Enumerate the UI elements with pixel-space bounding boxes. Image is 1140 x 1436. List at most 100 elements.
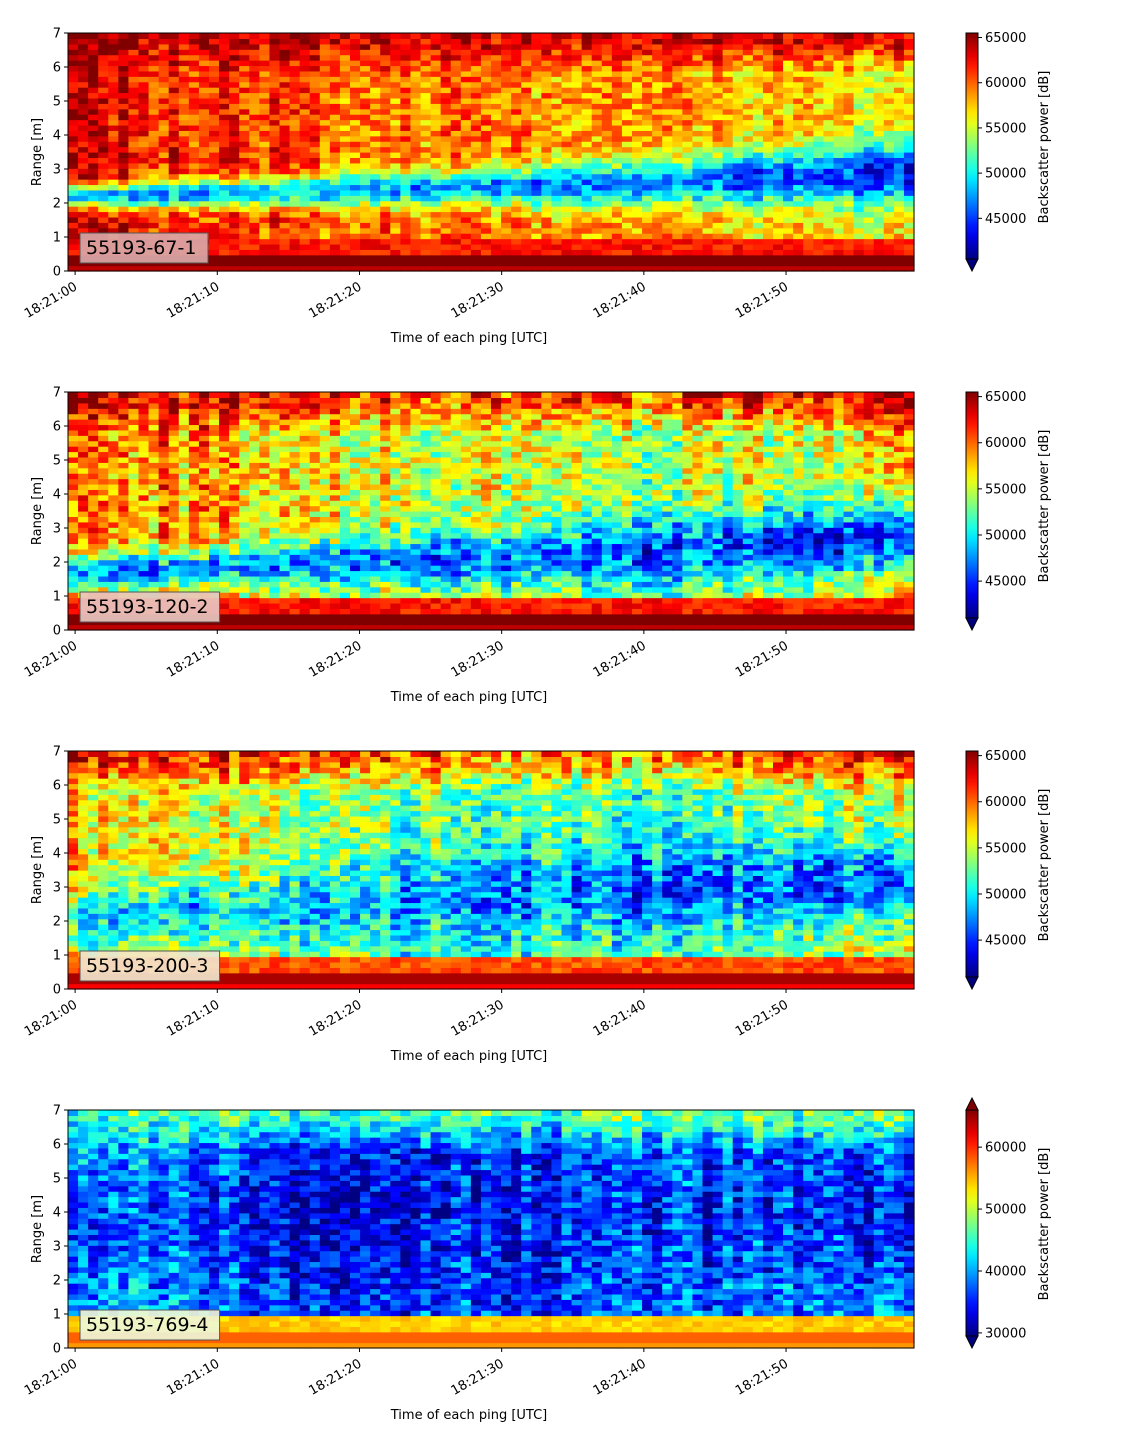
heatmap-cell bbox=[863, 211, 875, 218]
heatmap-cell bbox=[178, 473, 190, 480]
heatmap-cell bbox=[88, 211, 99, 218]
heatmap-cell bbox=[390, 249, 401, 256]
heatmap-cell bbox=[642, 157, 653, 164]
heatmap-cell bbox=[793, 146, 804, 153]
heatmap-cell bbox=[440, 97, 452, 104]
heatmap-cell bbox=[370, 179, 381, 186]
heatmap-cell bbox=[249, 456, 260, 463]
heatmap-cell bbox=[561, 43, 573, 50]
heatmap-cell bbox=[118, 38, 130, 45]
heatmap-cell bbox=[158, 173, 170, 180]
heatmap-cell bbox=[319, 538, 331, 545]
heatmap-cell bbox=[219, 602, 230, 609]
heatmap-cell bbox=[249, 189, 260, 196]
heatmap-cell bbox=[783, 206, 794, 213]
heatmap-cell bbox=[380, 70, 391, 77]
heatmap-cell bbox=[410, 216, 422, 223]
heatmap-cell bbox=[289, 516, 301, 523]
heatmap-cell bbox=[591, 54, 603, 61]
heatmap-cell bbox=[903, 141, 915, 148]
heatmap-cell bbox=[339, 233, 351, 240]
heatmap-cell bbox=[601, 157, 613, 164]
heatmap-cell bbox=[732, 81, 744, 88]
heatmap-cell bbox=[259, 408, 271, 415]
heatmap-cell bbox=[732, 108, 744, 115]
heatmap-cell bbox=[752, 162, 764, 169]
heatmap-cell bbox=[88, 222, 99, 229]
heatmap-cell bbox=[68, 38, 79, 45]
heatmap-cell bbox=[158, 87, 170, 94]
heatmap-cell bbox=[128, 92, 140, 99]
heatmap-cell bbox=[541, 33, 553, 40]
heatmap-cell bbox=[420, 38, 432, 45]
heatmap-cell bbox=[249, 483, 260, 490]
heatmap-cell bbox=[98, 33, 109, 40]
heatmap-cell bbox=[138, 548, 150, 555]
heatmap-cell bbox=[903, 81, 915, 88]
heatmap-cell bbox=[843, 146, 855, 153]
heatmap-cell bbox=[742, 135, 754, 142]
heatmap-cell bbox=[420, 168, 432, 175]
heatmap-cell bbox=[188, 586, 200, 593]
heatmap-cell bbox=[279, 397, 291, 404]
heatmap-cell bbox=[289, 624, 301, 631]
heatmap-cell bbox=[158, 200, 170, 207]
heatmap-cell bbox=[712, 76, 724, 83]
heatmap-cell bbox=[168, 402, 180, 409]
heatmap-cell bbox=[229, 527, 240, 534]
heatmap-cell bbox=[219, 38, 230, 45]
heatmap-cell bbox=[652, 189, 663, 196]
heatmap-cell bbox=[692, 87, 704, 94]
heatmap-cell bbox=[309, 189, 321, 196]
heatmap-cell bbox=[390, 76, 401, 83]
heatmap-cell bbox=[793, 254, 804, 261]
heatmap-cell bbox=[269, 70, 281, 77]
heatmap-cell bbox=[873, 141, 885, 148]
heatmap-cell bbox=[430, 146, 442, 153]
heatmap-cell bbox=[249, 408, 260, 415]
heatmap-cell bbox=[249, 429, 260, 436]
heatmap-cell bbox=[662, 70, 673, 77]
heatmap-cell bbox=[672, 216, 683, 223]
heatmap-cell bbox=[68, 141, 79, 148]
heatmap-cell bbox=[491, 184, 502, 191]
heatmap-cell bbox=[279, 87, 291, 94]
heatmap-cell bbox=[138, 413, 150, 420]
heatmap-cell bbox=[98, 413, 109, 420]
heatmap-cell bbox=[138, 543, 150, 550]
heatmap-cell bbox=[138, 189, 150, 196]
heatmap-cell bbox=[229, 581, 240, 588]
heatmap-cell bbox=[108, 65, 119, 72]
heatmap-cell bbox=[259, 532, 271, 539]
heatmap-cell bbox=[98, 483, 109, 490]
heatmap-cell bbox=[571, 173, 583, 180]
heatmap-cell bbox=[712, 216, 724, 223]
heatmap-cell bbox=[319, 456, 331, 463]
heatmap-cell bbox=[571, 189, 583, 196]
heatmap-cell bbox=[269, 462, 281, 469]
heatmap-cell bbox=[460, 222, 472, 229]
heatmap-cell bbox=[581, 157, 593, 164]
heatmap-cell bbox=[128, 162, 140, 169]
heatmap-cell bbox=[420, 92, 432, 99]
heatmap-cell bbox=[813, 249, 824, 256]
heatmap-cell bbox=[68, 227, 79, 234]
heatmap-cell bbox=[118, 103, 130, 110]
heatmap-cell bbox=[88, 265, 99, 272]
heatmap-cell bbox=[350, 249, 361, 256]
heatmap-cell bbox=[178, 222, 190, 229]
heatmap-cell bbox=[289, 602, 301, 609]
heatmap-cell bbox=[299, 162, 311, 169]
heatmap-cell bbox=[98, 532, 109, 539]
heatmap-cell bbox=[289, 408, 301, 415]
heatmap-cell bbox=[168, 462, 180, 469]
heatmap-2 bbox=[68, 392, 915, 631]
heatmap-cell bbox=[88, 532, 99, 539]
heatmap-cell bbox=[813, 211, 824, 218]
heatmap-cell bbox=[118, 49, 130, 56]
heatmap-cell bbox=[138, 130, 150, 137]
heatmap-cell bbox=[581, 173, 593, 180]
heatmap-cell bbox=[339, 538, 351, 545]
heatmap-cell bbox=[370, 97, 381, 104]
heatmap-cell bbox=[198, 141, 210, 148]
